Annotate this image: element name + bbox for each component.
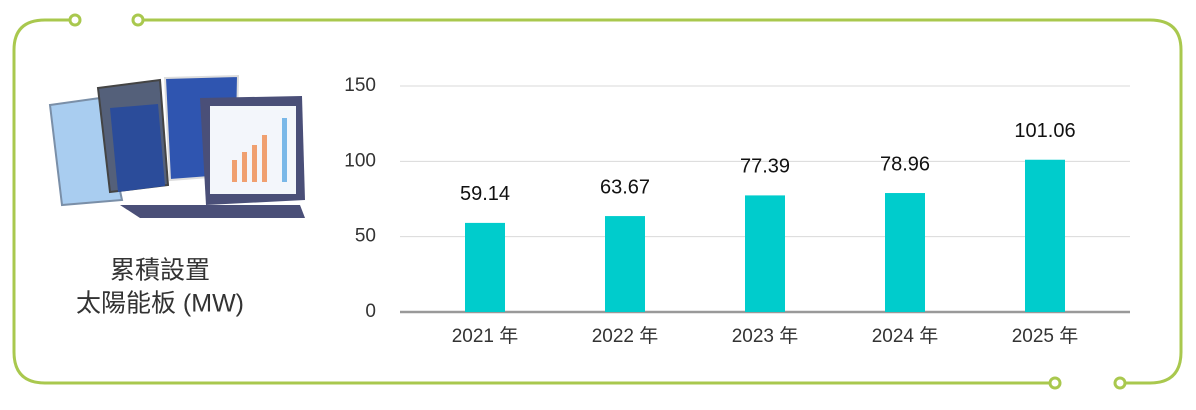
frame-line: [143, 18, 1183, 385]
bar: [1025, 159, 1065, 312]
icon-bar: [242, 152, 247, 182]
x-tick-label: 2023 年: [732, 325, 799, 347]
laptop-base: [120, 205, 305, 218]
value-label: 78.96: [880, 153, 930, 175]
y-tick-label: 150: [344, 75, 376, 96]
x-tick-label: 2024 年: [872, 325, 939, 347]
frame-dot: [1048, 376, 1062, 390]
value-label: 59.14: [460, 183, 510, 205]
y-tick-label: 100: [344, 150, 376, 171]
icon-bar: [252, 145, 257, 182]
frame-dot: [68, 13, 82, 27]
icon-bar: [282, 118, 287, 182]
x-tick-label: 2025 年: [1012, 325, 1079, 347]
value-label: 101.06: [1014, 120, 1075, 142]
y-tick-label: 0: [365, 301, 376, 322]
bar: [745, 195, 785, 312]
frame-dot: [1113, 376, 1127, 390]
chart-label: 累積設置: [110, 257, 210, 285]
bar: [885, 193, 925, 312]
chart-label: 太陽能板 (MW): [76, 290, 244, 318]
value-label: 63.67: [600, 176, 650, 198]
y-tick-label: 50: [355, 226, 376, 247]
bar: [605, 216, 645, 312]
value-label: 77.39: [740, 156, 790, 178]
frame: [12, 13, 1183, 390]
icon-bar: [262, 135, 267, 182]
panel: [110, 104, 165, 192]
x-tick-label: 2022 年: [592, 325, 659, 347]
solar-icon: [48, 74, 305, 218]
frame-dot: [131, 13, 145, 27]
bar: [465, 222, 505, 312]
frame-line: [12, 18, 1050, 385]
x-tick-label: 2021 年: [452, 325, 519, 347]
icon-bar: [232, 160, 237, 182]
